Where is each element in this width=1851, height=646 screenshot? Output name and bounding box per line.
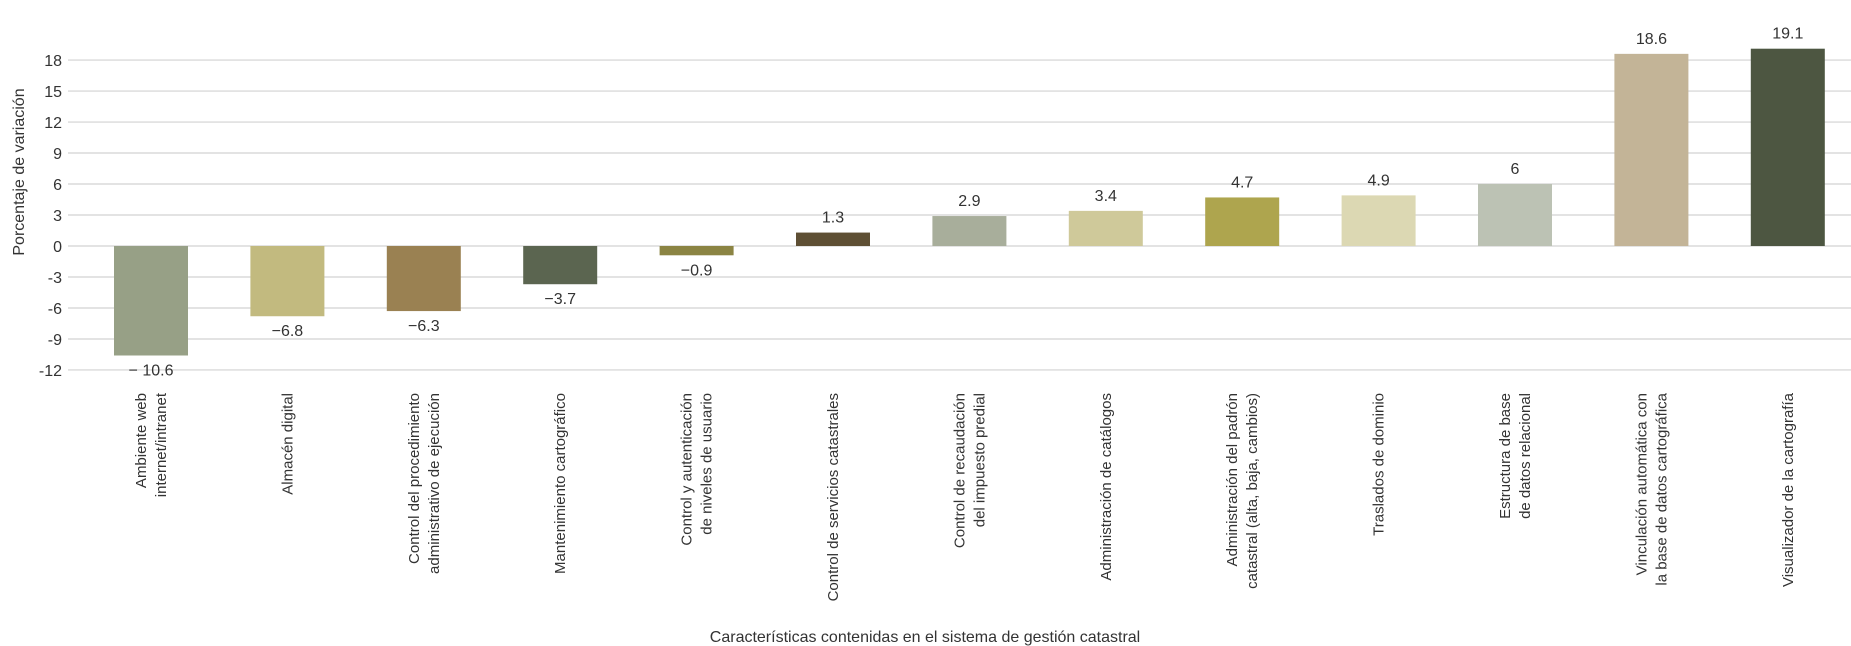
value-label: −3.7 bbox=[544, 291, 576, 308]
y-axis-ticks: 18 15 12 9 6 3 0 -3 -6 -9 -12 bbox=[39, 53, 62, 380]
y-tick-label: 0 bbox=[53, 239, 62, 256]
category-label-line: Control de servicios catastrales bbox=[825, 393, 842, 601]
bar bbox=[386, 246, 461, 312]
category-label-line: Administración del padrón bbox=[1224, 393, 1241, 566]
category-label-line: Mantenimiento cartográfico bbox=[552, 393, 569, 574]
category-label: Administración del padrón catastral (alta… bbox=[1224, 393, 1261, 589]
category-label: Almacén digital bbox=[279, 393, 296, 495]
y-tick-label: -6 bbox=[48, 301, 62, 318]
value-label: −6.3 bbox=[408, 318, 440, 335]
category-label: Visualizador de la cartografía bbox=[1780, 392, 1797, 587]
category-label-line: administrativo de ejecución bbox=[426, 393, 443, 574]
bar bbox=[1614, 53, 1689, 246]
gridlines bbox=[68, 59, 1851, 371]
category-label: Estructura de base de datos relacional bbox=[1497, 393, 1534, 519]
category-label-line: internet/intranet bbox=[153, 392, 170, 497]
category-label-line: Almacén digital bbox=[279, 393, 296, 495]
value-labels: − 10.6 −6.8 −6.3 −3.7 −0.9 1.3 2.9 3.4 4.7 4.9 6 18… bbox=[129, 26, 1804, 380]
y-tick-label: -3 bbox=[48, 270, 62, 287]
category-label-line: Vinculación automática con bbox=[1633, 393, 1650, 575]
category-label-line: Control del procedimiento bbox=[406, 393, 423, 564]
value-label: 18.6 bbox=[1636, 31, 1667, 48]
y-tick-label: -12 bbox=[39, 363, 62, 380]
y-tick-label: 3 bbox=[53, 208, 62, 225]
category-label-line: Ambiente web bbox=[133, 393, 150, 488]
category-label: Vinculación automática con la base de dat… bbox=[1633, 392, 1670, 585]
category-label: Administración de catálogos bbox=[1098, 393, 1115, 581]
value-label: 3.4 bbox=[1095, 188, 1117, 205]
bar bbox=[1478, 184, 1552, 246]
category-label-line: Administración de catálogos bbox=[1098, 393, 1115, 581]
category-label-line: catastral (alta, baja, cambios) bbox=[1244, 393, 1261, 589]
bar bbox=[1205, 197, 1280, 246]
category-label-line: Estructura de base bbox=[1497, 393, 1514, 519]
y-tick-label: 12 bbox=[44, 115, 62, 132]
category-label-line: del impuesto predial bbox=[971, 393, 988, 527]
y-tick-label: 18 bbox=[44, 53, 62, 70]
bar bbox=[250, 246, 325, 317]
value-label: 6 bbox=[1511, 161, 1520, 178]
category-label-line: Control y autenticación bbox=[679, 393, 696, 546]
y-tick-label: -9 bbox=[48, 332, 62, 349]
value-label: 2.9 bbox=[958, 193, 980, 210]
y-tick-label: 6 bbox=[53, 177, 62, 194]
category-labels: Ambiente web internet/intranet Almacén dig… bbox=[133, 392, 1797, 601]
y-axis-title: Porcentaje de variación bbox=[11, 88, 28, 255]
category-label-line: la base de datos cartográfica bbox=[1653, 392, 1670, 585]
value-label: −6.8 bbox=[272, 323, 304, 340]
value-label: 4.7 bbox=[1231, 174, 1253, 191]
category-label: Control del procedimiento administrativo … bbox=[406, 393, 443, 574]
bar bbox=[1750, 48, 1825, 247]
category-label-line: Visualizador de la cartografía bbox=[1780, 392, 1797, 587]
category-label: Control de servicios catastrales bbox=[825, 393, 842, 601]
category-label: Control y autenticación de niveles de usu… bbox=[679, 393, 716, 546]
value-label: 19.1 bbox=[1772, 26, 1803, 43]
category-label: Ambiente web internet/intranet bbox=[133, 392, 170, 497]
bar bbox=[1068, 210, 1143, 246]
category-label: Control de recaudación del impuesto predi… bbox=[951, 393, 988, 548]
bar bbox=[659, 246, 734, 256]
value-label: − 10.6 bbox=[129, 362, 174, 379]
bar bbox=[1341, 195, 1416, 246]
bar bbox=[523, 246, 598, 285]
bar bbox=[114, 246, 188, 356]
y-tick-label: 15 bbox=[44, 84, 62, 101]
category-label-line: Traslados de dominio bbox=[1371, 393, 1388, 536]
category-label-line: de datos relacional bbox=[1517, 393, 1534, 519]
value-label: 1.3 bbox=[822, 210, 844, 227]
bar bbox=[932, 216, 1007, 246]
category-label: Mantenimiento cartográfico bbox=[552, 393, 569, 574]
category-label-line: de niveles de usuario bbox=[699, 393, 716, 535]
value-label: −0.9 bbox=[681, 262, 713, 279]
value-label: 4.9 bbox=[1367, 172, 1389, 189]
category-label-line: Control de recaudación bbox=[951, 393, 968, 548]
bar bbox=[796, 232, 870, 246]
y-tick-label: 9 bbox=[53, 146, 62, 163]
bars bbox=[114, 48, 1825, 356]
category-label: Traslados de dominio bbox=[1371, 393, 1388, 536]
x-axis-title: Características contenidas en el sistema… bbox=[710, 629, 1140, 646]
